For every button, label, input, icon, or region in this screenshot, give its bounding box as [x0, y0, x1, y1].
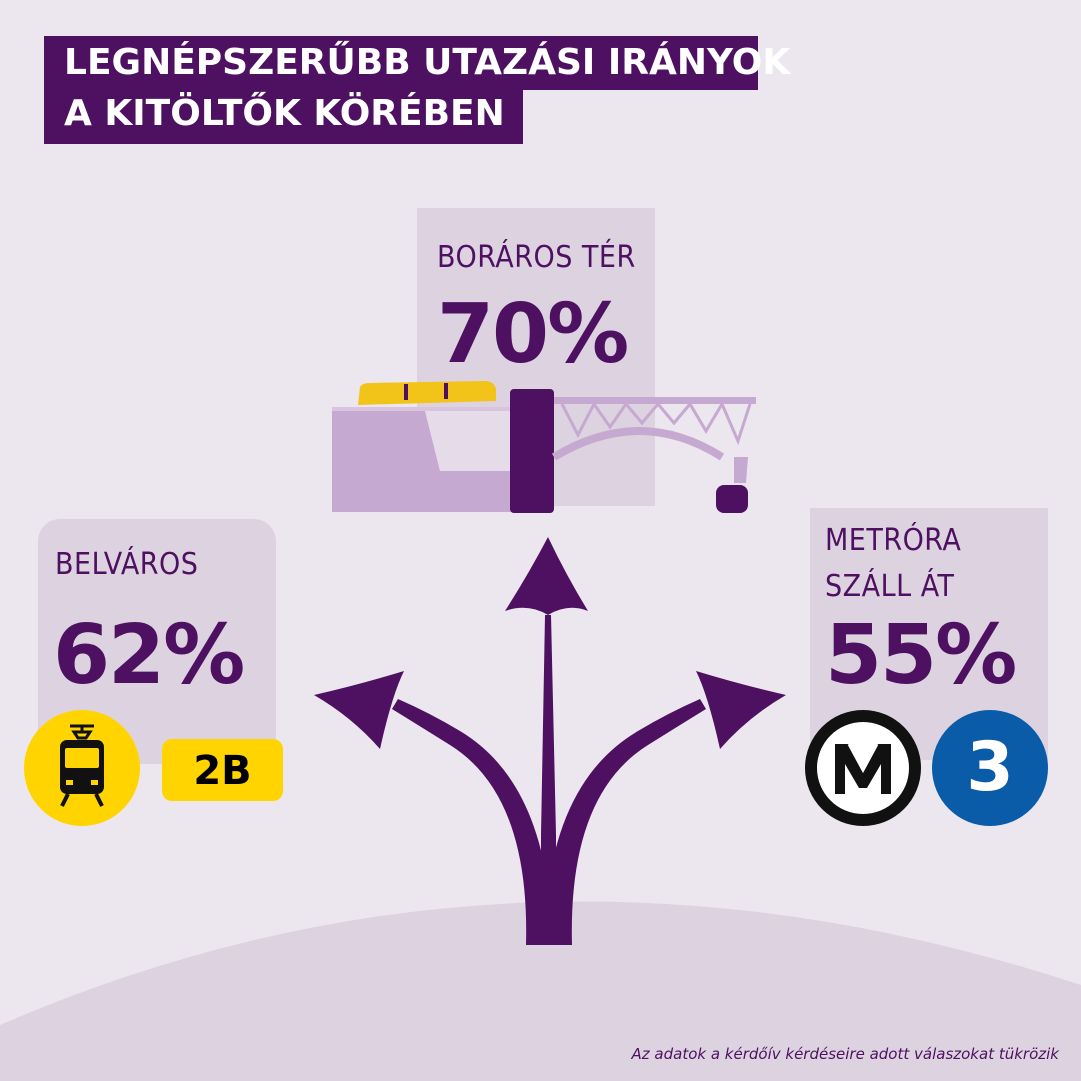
destination-label-boraros-ter: BORÁROS TÉR	[437, 240, 636, 275]
metro-m-logo-icon	[805, 710, 921, 826]
destination-label-metrora-line1: METRÓRA	[825, 523, 962, 558]
destination-label-metrora-line2: SZÁLL ÁT	[825, 569, 955, 604]
metro-line-3-badge: 3	[932, 710, 1048, 826]
destination-label-belvaros: BELVÁROS	[55, 547, 199, 582]
bridge-illustration	[332, 381, 756, 513]
destination-percent-metrora: 55%	[825, 608, 1017, 703]
three-way-arrows-icon	[314, 537, 786, 945]
destination-percent-belvaros: 62%	[53, 608, 245, 703]
title-line-2: A KITÖLTŐK KÖRÉBEN	[44, 87, 523, 144]
tram-icon	[24, 710, 140, 826]
footnote: Az adatok a kérdőív kérdéseire adott vál…	[631, 1045, 1059, 1063]
destination-percent-boraros-ter: 70%	[437, 287, 629, 382]
title-line-1: LEGNÉPSZERŰBB UTAZÁSI IRÁNYOK	[44, 36, 790, 90]
tram-line-2b-badge: 2B	[162, 739, 283, 801]
